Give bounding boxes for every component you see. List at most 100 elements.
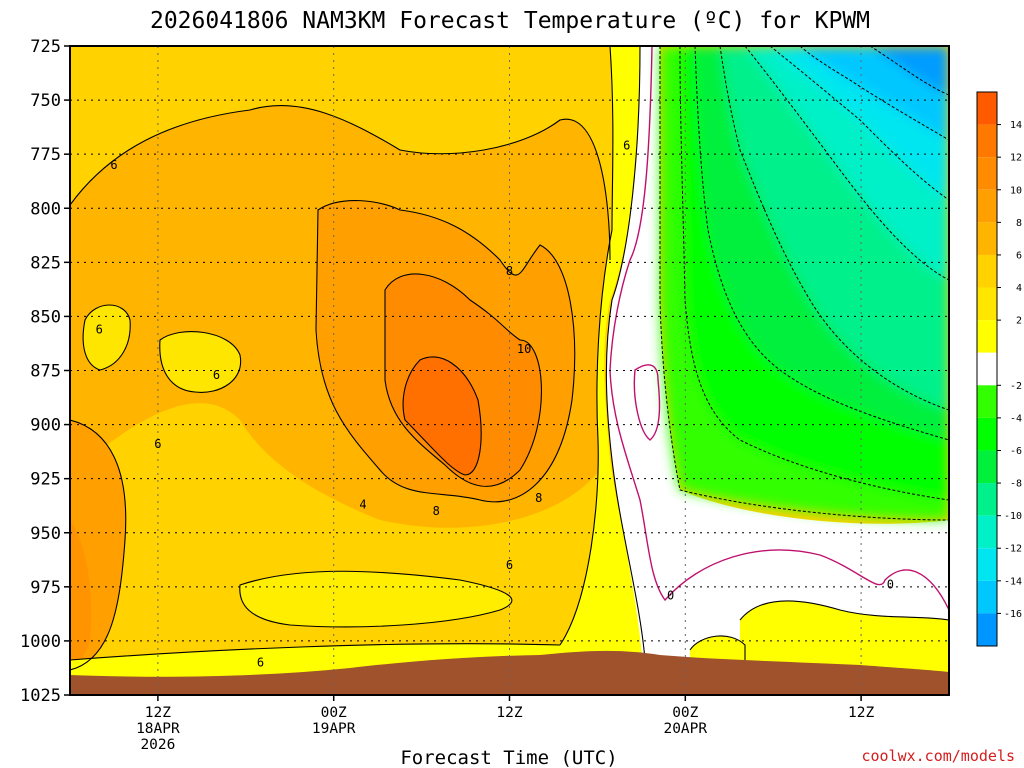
colorbar-bin-8 xyxy=(977,352,997,386)
contour-0C-front xyxy=(605,46,646,661)
y-tick-label-825: 825 xyxy=(30,253,61,273)
colorbar-bin-5 xyxy=(977,254,997,288)
colorbar-frame xyxy=(976,91,998,647)
contour-minus4C xyxy=(679,46,949,501)
colorbar-label-2: 10 xyxy=(1010,185,1022,196)
colorbar-label-12: -12 xyxy=(1004,544,1022,555)
y-tick-label-1025: 1025 xyxy=(20,686,61,706)
contour-left-warm xyxy=(70,419,127,671)
y-tick-label-925: 925 xyxy=(30,470,61,490)
colorbar-label-13: -14 xyxy=(1004,576,1022,587)
contour-12C xyxy=(402,356,482,476)
contour-island-2 xyxy=(159,331,242,393)
contour-label-0: 6 xyxy=(110,158,117,172)
contour-label-2: 8 xyxy=(506,264,513,278)
colorbar-bin-6 xyxy=(977,287,997,321)
contour-minus14C xyxy=(799,46,949,141)
colorbar-bin-10 xyxy=(977,417,997,451)
contour-label-3: 10 xyxy=(517,342,531,356)
contour-8C-core xyxy=(315,200,576,503)
y-tick-label-750: 750 xyxy=(30,91,61,111)
colorbar-bin-3 xyxy=(977,189,997,223)
contour-lobe-right-2 xyxy=(689,635,746,660)
contour-island-1 xyxy=(82,304,131,371)
colorbar-label-7: -2 xyxy=(1010,381,1022,392)
x-tick-label-1-1: 19APR xyxy=(312,721,356,737)
field-region-minus2-0 xyxy=(606,46,949,695)
temperature-field xyxy=(70,46,949,695)
contour-minus16C xyxy=(869,46,949,96)
contour-label-5: 6 xyxy=(213,368,220,382)
colorbar-bin-2 xyxy=(977,157,997,190)
contour-label-8: 8 xyxy=(433,504,440,518)
contour-label-9: 4 xyxy=(359,498,366,512)
contour-lobe-right xyxy=(739,600,949,621)
x-tick-label-0-1: 18APR xyxy=(136,721,180,737)
contour-label-1: 6 xyxy=(623,139,630,153)
contour-label-10: 6 xyxy=(506,558,513,572)
colorbar-bin-15 xyxy=(977,580,997,614)
y-tick-label-775: 775 xyxy=(30,145,61,165)
x-tick-label-4-0: 12Z xyxy=(848,705,874,721)
colorbar-label-10: -8 xyxy=(1010,479,1022,490)
x-axis-title: Forecast Time (UTC) xyxy=(400,747,617,768)
y-tick-label-975: 975 xyxy=(30,578,61,598)
contour-lower-band xyxy=(239,570,513,628)
colorbar-bin-11 xyxy=(977,450,997,484)
colorbar-bin-1 xyxy=(977,124,997,158)
contour-label-11: 6 xyxy=(257,656,264,670)
x-tick-label-1-0: 00Z xyxy=(321,705,347,721)
field-region-left-core xyxy=(70,520,92,665)
colorbar-label-0: 14 xyxy=(1010,120,1022,131)
colorbar-bin-0 xyxy=(977,92,997,125)
y-tick-label-875: 875 xyxy=(30,362,61,382)
field-cold-minus16 xyxy=(870,46,949,95)
colorbar-label-3: 8 xyxy=(1016,218,1022,229)
colorbar-label-5: 4 xyxy=(1016,283,1022,294)
y-tick-label-1000: 1000 xyxy=(20,632,61,652)
colorbar: 14 12 10 8 6 4 2 -2 -4 -6 -8 -10 -12 -14 -16 xyxy=(976,91,1022,647)
field-region-0-2 xyxy=(70,46,645,695)
contour-label-12: 0 xyxy=(667,588,674,602)
y-axis-ticks: 725 750 775 800 825 850 875 900 925 950 975 1000 102… xyxy=(20,37,70,706)
contour-minus2C xyxy=(659,46,949,521)
x-tick-label-0-0: 12Z xyxy=(145,705,171,721)
colorbar-bin-16 xyxy=(977,613,997,646)
contour-label-6: 6 xyxy=(154,437,161,451)
colorbar-label-8: -4 xyxy=(1010,413,1022,424)
y-tick-label-800: 800 xyxy=(30,199,61,219)
contour-label-13: 0 xyxy=(887,578,894,592)
colorbar-label-4: 6 xyxy=(1016,250,1022,261)
chart-title: 2026041806 NAM3KM Forecast Temperature (… xyxy=(150,8,870,34)
colorbar-label-1: 12 xyxy=(1010,153,1022,164)
field-island-1 xyxy=(83,305,131,370)
contour-minus12C xyxy=(769,46,949,201)
contour-6C-upper xyxy=(70,105,611,261)
field-island-2 xyxy=(159,331,241,393)
x-tick-label-3-0: 00Z xyxy=(672,705,698,721)
colorbar-bin-14 xyxy=(977,548,997,581)
y-tick-label-725: 725 xyxy=(30,37,61,57)
contour-minus10C xyxy=(744,46,949,281)
colorbar-bin-12 xyxy=(977,483,997,516)
contour-labels: 6 6 8 10 6 6 6 8 8 4 6 6 0 0 xyxy=(96,139,894,670)
contour-minus8C xyxy=(719,46,949,411)
colorbar-bin-4 xyxy=(977,222,997,255)
colorbar-label-6: 2 xyxy=(1016,316,1022,327)
time-grid xyxy=(157,46,862,695)
contour-2C-front xyxy=(559,46,614,646)
x-tick-label-0-2: 2026 xyxy=(140,737,175,753)
colorbar-label-11: -10 xyxy=(1004,511,1022,522)
y-tick-label-850: 850 xyxy=(30,307,61,327)
contour-magenta-loop xyxy=(633,364,661,441)
credit-text: coolwx.com/models xyxy=(861,747,1015,765)
colorbar-label-9: -6 xyxy=(1010,446,1022,457)
contour-0C-magenta xyxy=(609,46,949,611)
y-tick-label-900: 900 xyxy=(30,416,61,436)
contour-10C xyxy=(384,273,542,487)
colorbar-label-14: -16 xyxy=(1004,609,1022,620)
x-tick-label-2-0: 12Z xyxy=(496,705,522,721)
contour-label-4: 6 xyxy=(96,322,103,336)
